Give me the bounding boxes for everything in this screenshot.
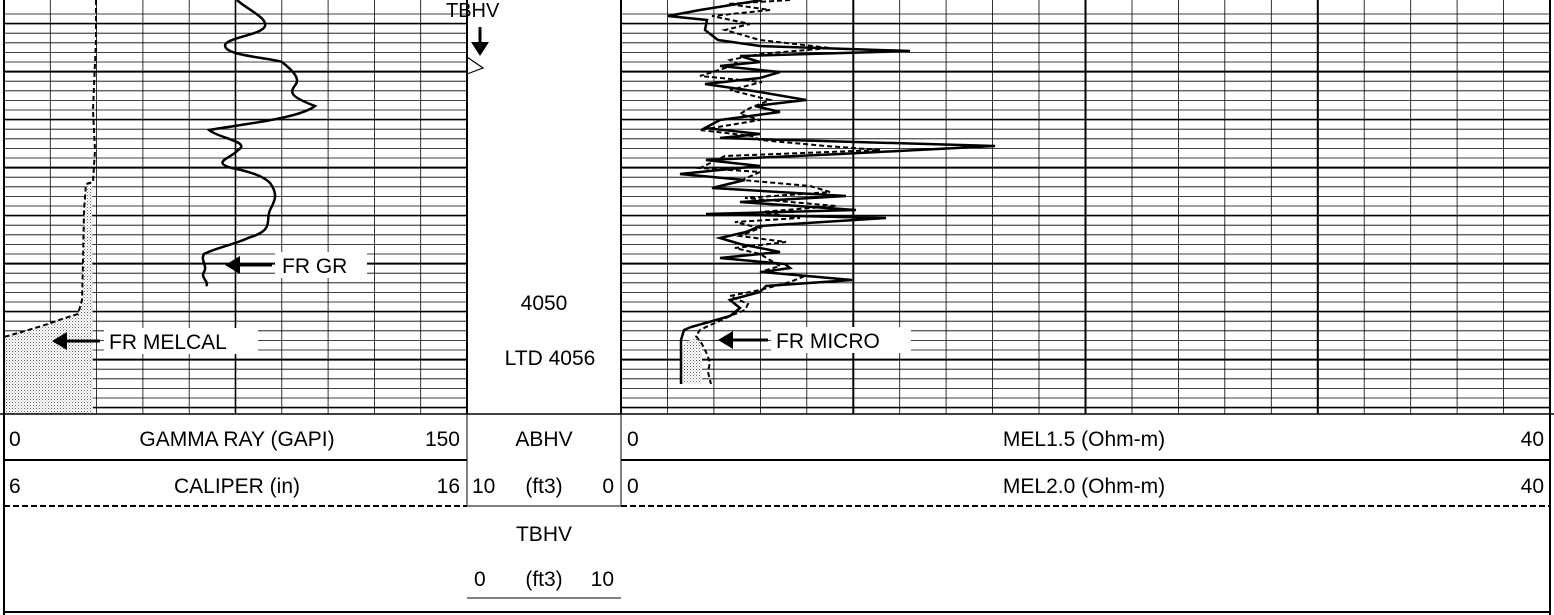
caliper-max: 16 [437,475,460,498]
tbhv-right: 10 [591,568,614,591]
mel15-max: 40 [1521,428,1544,451]
abhv-unit: (ft3) [525,475,562,498]
tbhv-title: TBHV [516,523,572,546]
mel20-title: MEL2.0 (Ohm-m) [1003,475,1165,498]
gamma-ray-title: GAMMA RAY (GAPI) [139,428,334,451]
fr-micro-arrow-icon [718,331,768,349]
tbhv-unit: (ft3) [525,568,562,591]
abhv-title: ABHV [515,428,572,451]
mel20-min: 0 [627,475,639,498]
mel20-max: 40 [1521,475,1544,498]
caliper-min: 6 [9,475,21,498]
tbhv-marker-label: TBHV [446,0,500,22]
depth-label: 4050 [521,292,568,315]
gamma-ray-max: 150 [425,428,460,451]
gamma-ray-min: 0 [9,428,21,451]
fr-gr-label: FR GR [282,255,347,278]
tbhv-arrow [466,27,489,75]
abhv-right: 0 [602,475,614,498]
ltd-label: LTD 4056 [505,347,596,370]
gamma-ray-curve [201,0,318,287]
mel15-min: 0 [627,428,639,451]
abhv-left: 10 [472,475,495,498]
caliper-fill [4,182,93,414]
tbhv-left: 0 [474,568,486,591]
mel20-fill [681,337,702,384]
fr-gr-arrow-icon [225,256,272,274]
mel15-curve [667,0,996,384]
caliper-curve [3,0,97,338]
fr-melcal-arrow-icon [52,332,100,350]
fr-melcal-label: FR MELCAL [109,331,227,354]
fr-micro-label: FR MICRO [776,330,880,353]
mel15-title: MEL1.5 (Ohm-m) [1003,428,1165,451]
caliper-title: CALIPER (in) [174,475,300,498]
right-track-grid [621,0,1550,414]
